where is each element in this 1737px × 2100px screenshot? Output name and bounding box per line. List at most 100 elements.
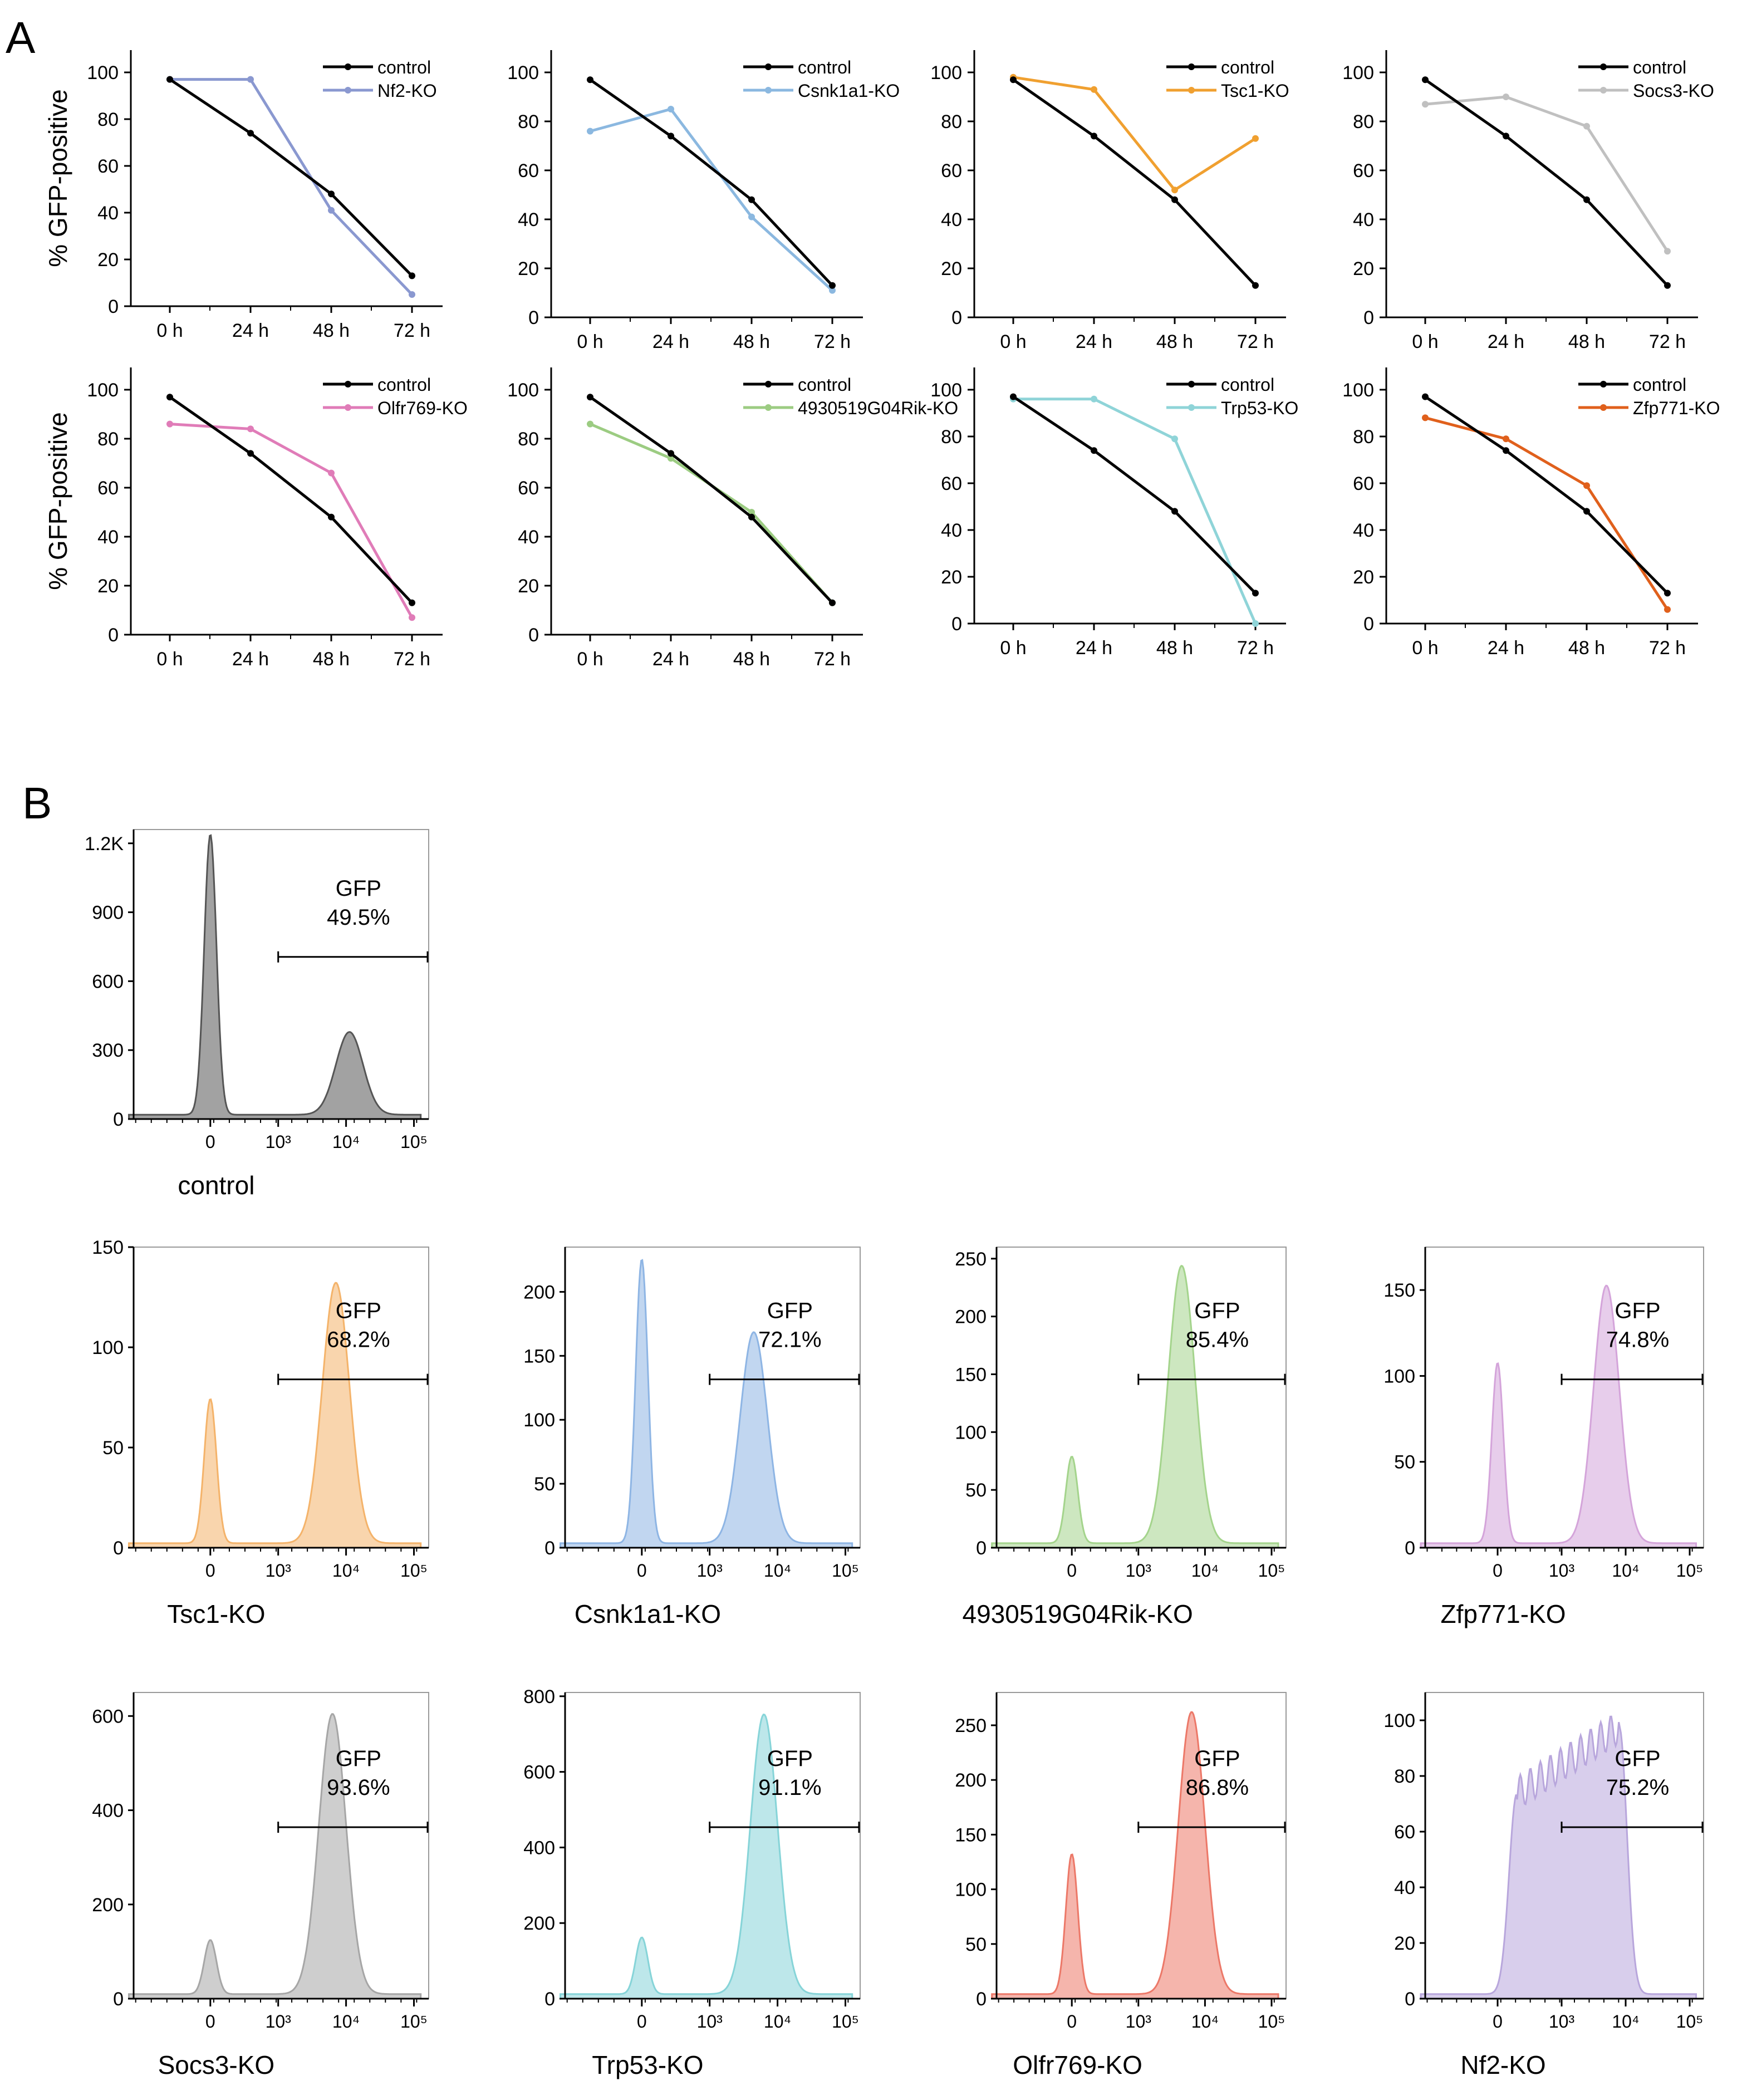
x-tick-label: 10⁵ (1258, 1561, 1285, 1581)
data-point (1664, 248, 1671, 255)
y-tick-label: 40 (518, 209, 539, 230)
x-tick-label: 0 h (577, 649, 603, 670)
charts: 0 20 40 60 80 100 0 h 24 h 48 h 72 h control Nf2-KO… (43, 50, 1720, 2079)
x-tick-label: 48 h (1156, 637, 1193, 659)
x-tick-label: 48 h (1568, 331, 1605, 352)
y-tick-label: 0 (976, 1989, 987, 2010)
gate-label: GFP (767, 1299, 813, 1323)
y-tick-label: 0 (544, 1989, 555, 2010)
gate-label: GFP (1194, 1299, 1240, 1323)
x-tick-label: 10³ (266, 2011, 292, 2032)
data-point (829, 599, 836, 606)
x-tick-label: 0 h (156, 320, 183, 341)
series-line (170, 78, 413, 296)
data-point (247, 76, 254, 83)
y-tick-label: 100 (1383, 1710, 1415, 1731)
y-tick-label: 100 (87, 62, 119, 84)
histogram-area (127, 834, 422, 1120)
data-point (1252, 135, 1259, 142)
sample-label: Nf2-KO (1460, 2050, 1545, 2079)
legend-marker (345, 381, 351, 387)
data-point (409, 599, 415, 606)
y-tick-label: 80 (518, 429, 539, 450)
y-tick-label: 80 (941, 111, 962, 133)
x-tick-label: 10⁵ (1676, 1561, 1704, 1581)
y-axis-label: % GFP-positive (43, 89, 72, 267)
gate-percentage: 86.8% (1186, 1775, 1249, 1800)
x-tick-label: 10⁴ (1612, 1561, 1639, 1581)
x-tick-label: 10⁴ (332, 2011, 360, 2032)
legend-marker (1600, 404, 1607, 411)
x-tick-label: 0 h (1000, 637, 1026, 659)
series-line (169, 423, 414, 619)
y-tick-label: 0 (951, 614, 962, 635)
y-tick-label: 200 (523, 1913, 555, 1934)
data-point (829, 282, 836, 289)
legend-marker (1188, 63, 1195, 70)
y-tick-label: 600 (92, 1706, 124, 1727)
data-point (587, 76, 593, 84)
legend-label: Zfp771-KO (1633, 398, 1720, 418)
x-tick-label: 10⁴ (764, 2011, 791, 2032)
x-tick-label: 10⁴ (1191, 2011, 1219, 2032)
gate-percentage: 75.2% (1606, 1775, 1669, 1800)
gate-label: GFP (336, 1746, 381, 1771)
x-tick-label: 10⁵ (400, 1132, 428, 1152)
series-line (590, 107, 833, 292)
y-tick-label: 100 (955, 1422, 987, 1443)
x-tick-label: 0 h (577, 331, 603, 352)
legend-label: Trp53-KO (1221, 398, 1298, 418)
x-tick-label: 10³ (266, 1561, 292, 1581)
x-tick-label: 10⁴ (764, 1561, 791, 1581)
y-tick-label: 60 (97, 478, 119, 499)
y-tick-label: 40 (941, 209, 962, 230)
series-line (590, 423, 833, 604)
y-tick-label: 60 (941, 473, 962, 494)
series-line (1425, 95, 1669, 252)
y-tick-label: 40 (1353, 520, 1374, 541)
y-tick-label: 150 (955, 1364, 987, 1385)
histogram: 0 50 100 150 200 250 0 10³ 10⁴ 10⁵ GFP 86.8% Olfr769… (955, 1692, 1287, 2079)
data-point (409, 291, 415, 298)
x-tick-label: 72 h (394, 649, 430, 670)
data-point (668, 450, 674, 457)
series-line (589, 396, 833, 604)
sample-label: Olfr769-KO (1013, 2050, 1142, 2079)
gate-label: GFP (336, 1299, 381, 1323)
y-tick-label: 60 (1394, 1822, 1415, 1843)
x-tick-label: 48 h (1156, 331, 1193, 352)
y-tick-label: 20 (1353, 258, 1374, 279)
y-tick-label: 600 (92, 971, 124, 992)
y-tick-label: 100 (523, 1410, 555, 1431)
x-tick-label: 10⁵ (832, 1561, 859, 1581)
data-point (668, 106, 674, 112)
data-point (166, 394, 173, 401)
histogram-area (127, 1282, 422, 1549)
y-tick-label: 400 (523, 1837, 555, 1858)
y-tick-label: 150 (523, 1346, 555, 1367)
y-tick-label: 80 (941, 426, 962, 448)
data-point (1252, 282, 1259, 289)
histogram-area (1420, 1715, 1697, 2000)
y-tick-label: 60 (1353, 160, 1374, 181)
gate-label: GFP (1615, 1746, 1660, 1771)
histogram: 0 20 40 60 80 100 0 10³ 10⁴ 10⁵ GFP 75.2% Nf2-KO (1383, 1692, 1704, 2079)
y-tick-label: 100 (1383, 1366, 1415, 1387)
y-tick-label: 20 (941, 258, 962, 279)
plot-frame (565, 1247, 861, 1548)
legend-marker (765, 404, 772, 411)
data-point (1583, 196, 1590, 203)
histogram-area (127, 1713, 422, 2000)
series-line (169, 78, 413, 277)
y-tick-label: 20 (97, 576, 119, 597)
y-tick-label: 50 (965, 1934, 987, 1955)
data-point (1583, 482, 1590, 489)
plot-frame (133, 1247, 429, 1548)
y-tick-label: 20 (941, 567, 962, 588)
series-line (1013, 398, 1257, 625)
data-point (1664, 282, 1671, 289)
legend-marker (345, 63, 351, 70)
data-point (1171, 435, 1178, 443)
x-tick-label: 0 h (1412, 331, 1438, 352)
